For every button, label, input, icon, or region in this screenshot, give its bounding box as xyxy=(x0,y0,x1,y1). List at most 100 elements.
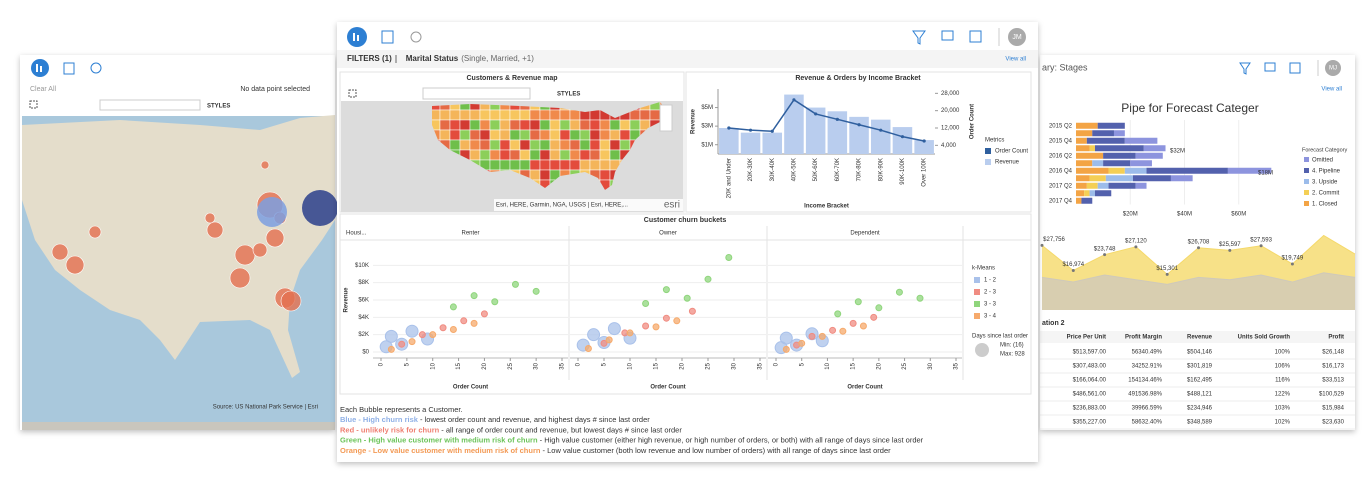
area-fill xyxy=(1042,272,1355,310)
select-tool[interactable] xyxy=(348,89,357,98)
state-shape xyxy=(459,129,471,141)
bar-segment xyxy=(1227,167,1272,174)
legend-label: 1 - 2 xyxy=(984,278,997,284)
table-cell: $513,597.00 xyxy=(1073,350,1107,356)
bar-segment xyxy=(1113,130,1125,137)
state-shape xyxy=(529,109,541,121)
scatter-point xyxy=(607,322,621,336)
history-icon[interactable] xyxy=(410,31,422,43)
x-tick-label: 30 xyxy=(534,362,540,369)
avatar[interactable] xyxy=(1008,28,1026,46)
share-icon[interactable] xyxy=(1289,62,1301,74)
bar-segment xyxy=(1103,152,1136,159)
scatter-point xyxy=(642,322,650,330)
bar-segment xyxy=(1076,137,1087,144)
state-shape xyxy=(589,129,601,141)
state-shape xyxy=(479,149,491,161)
left-panel: Clear All No data point selected STYLES … xyxy=(20,55,338,430)
bar-segment xyxy=(1076,130,1093,137)
styles-button[interactable]: STYLES xyxy=(207,104,230,110)
line-point xyxy=(770,129,774,133)
table-icon[interactable] xyxy=(63,62,75,75)
legend-title: k-Means xyxy=(972,266,995,272)
search-box[interactable] xyxy=(99,99,201,111)
zoom-control[interactable] xyxy=(659,104,673,132)
legend-label: Order Count xyxy=(995,149,1028,155)
state-shape xyxy=(459,139,471,151)
value-label: $27,593 xyxy=(1250,237,1272,243)
notes: Each Bubble represents a Customer.Blue -… xyxy=(340,405,924,455)
x-tick-label: 10 xyxy=(430,362,436,369)
x-tick-label: 15 xyxy=(456,362,462,369)
state-shape xyxy=(559,159,571,171)
note-label: Orange - Low value customer with medium … xyxy=(340,446,541,455)
point xyxy=(1228,248,1232,252)
state-shape xyxy=(509,159,521,171)
state-shape xyxy=(559,129,571,141)
legend-swatch xyxy=(985,148,991,154)
state-shape xyxy=(629,109,641,121)
point xyxy=(1165,272,1169,276)
note-line: Blue - High churn risk - lowest order co… xyxy=(340,415,650,424)
comment-icon[interactable] xyxy=(1264,62,1276,72)
history-icon[interactable] xyxy=(90,62,102,74)
state-shape xyxy=(599,119,611,131)
bar xyxy=(870,119,891,154)
table-cell: $236,883.00 xyxy=(1073,406,1107,412)
select-tool[interactable] xyxy=(29,100,38,109)
line-point xyxy=(857,123,861,127)
line-point xyxy=(900,135,905,139)
table-cell: $162,495 xyxy=(1187,378,1213,384)
point xyxy=(1259,244,1263,248)
bar xyxy=(914,140,934,154)
note-label: Blue - High churn risk xyxy=(340,415,419,424)
share-icon[interactable] xyxy=(969,30,982,43)
line-point xyxy=(792,98,796,102)
bar-segment xyxy=(1081,197,1093,204)
legend-label: 4. Pipeline xyxy=(1312,169,1341,175)
bar-segment xyxy=(1076,145,1090,152)
line xyxy=(728,98,925,142)
state-shape xyxy=(479,119,491,131)
legend-label: 2 - 3 xyxy=(984,290,997,296)
x-tick-label: 20K-30K xyxy=(748,158,754,181)
scatter-point xyxy=(532,287,540,295)
state-shape xyxy=(469,139,481,151)
table-icon[interactable] xyxy=(381,30,394,44)
scatter-point xyxy=(854,298,862,306)
state-shape xyxy=(439,129,451,141)
state-shape xyxy=(509,139,521,151)
state-shape xyxy=(489,109,501,121)
scatter-point xyxy=(683,294,691,302)
filter-icon[interactable] xyxy=(912,30,926,45)
y-tick-label: $2K xyxy=(358,332,369,338)
chart-title: Revenue & Orders by Income Bracket xyxy=(795,75,921,82)
comment-icon[interactable] xyxy=(941,30,954,41)
icon-part xyxy=(36,64,38,72)
bar-segment xyxy=(1089,175,1106,182)
filter-count: FILTERS (1) xyxy=(347,54,392,63)
x-tick-label: 5 xyxy=(404,362,410,366)
scatter-point xyxy=(704,275,712,283)
filter-summary[interactable]: FILTERS (1) Marital Status (Single, Marrie… xyxy=(347,54,534,63)
view-all[interactable]: View all xyxy=(1005,57,1026,63)
state-shape xyxy=(599,129,611,141)
table-cell: $15,984 xyxy=(1322,406,1344,412)
state-shape xyxy=(539,119,551,131)
map-bubble xyxy=(265,228,285,248)
avatar[interactable] xyxy=(1325,60,1341,76)
search-box[interactable] xyxy=(422,87,531,100)
scatter-point xyxy=(725,254,733,262)
clear-all[interactable]: Clear All xyxy=(30,86,57,93)
state-shape xyxy=(539,159,551,171)
filter-icon[interactable] xyxy=(1239,62,1251,75)
note-text: - Low value customer (both low revenue a… xyxy=(540,446,891,455)
view-all[interactable]: View all xyxy=(1321,87,1342,93)
x-tick-label: 90K-100K xyxy=(900,158,906,185)
state-shape xyxy=(549,129,561,141)
styles-button[interactable]: STYLES xyxy=(557,92,580,98)
bar-segment xyxy=(1076,160,1093,167)
y-tick-label: $4K xyxy=(358,315,369,321)
state-shape xyxy=(489,159,501,171)
x-tick-label: 25 xyxy=(508,362,514,369)
